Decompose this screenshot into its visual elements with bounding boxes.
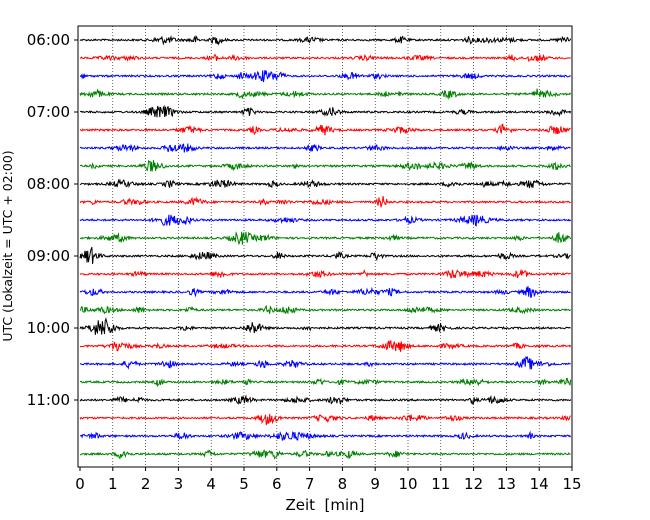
- trace-0930: [79, 286, 571, 299]
- y-tick-label: 10:00: [27, 319, 70, 337]
- trace-0630: [79, 70, 572, 83]
- seismogram-traces: [79, 35, 572, 460]
- y-axis-ticks: 06:00 07:00 08:00 09:00 10:00 11:00: [27, 31, 78, 409]
- trace-0615: [79, 53, 572, 62]
- x-tick-label: 7: [305, 475, 315, 493]
- trace-0815: [79, 195, 571, 208]
- trace-1045: [79, 377, 572, 388]
- x-tick-label: 6: [272, 475, 282, 493]
- trace-0700: [79, 104, 572, 118]
- y-tick-label: 07:00: [27, 103, 70, 121]
- y-axis-label: UTC (Lokalzeit = UTC + 02:00): [0, 150, 15, 341]
- x-tick-label: 4: [206, 475, 216, 493]
- trace-1130: [79, 430, 572, 441]
- y-tick-label: 08:00: [27, 175, 70, 193]
- x-tick-label: 8: [338, 475, 348, 493]
- trace-0830: [79, 214, 572, 227]
- trace-0945: [79, 304, 572, 315]
- trace-0800: [79, 178, 572, 189]
- x-tick-label: 2: [141, 475, 151, 493]
- x-tick-label: 9: [370, 475, 380, 493]
- trace-0730: [79, 143, 571, 153]
- x-tick-label: 15: [562, 475, 581, 493]
- y-tick-label: 09:00: [27, 247, 70, 265]
- x-tick-label: 5: [239, 475, 249, 493]
- trace-0845: [79, 231, 572, 246]
- x-axis-ticks: 0 1 2 3 4 5 6 7 8 9 10 11 12 13 14 15: [75, 467, 582, 493]
- trace-0600: [79, 35, 572, 46]
- trace-1100: [79, 394, 572, 405]
- x-tick-label: 10: [398, 475, 417, 493]
- x-tick-label: 12: [464, 475, 483, 493]
- trace-0745: [79, 159, 571, 172]
- trace-1030: [79, 355, 571, 370]
- trace-1145: [79, 449, 571, 460]
- x-axis-label: Zeit [min]: [285, 496, 364, 514]
- y-tick-label: 11:00: [27, 391, 70, 409]
- trace-1015: [79, 339, 572, 352]
- x-tick-label: 13: [497, 475, 516, 493]
- trace-0645: [79, 88, 572, 100]
- trace-0715: [79, 123, 571, 136]
- x-tick-label: 0: [75, 475, 85, 493]
- trace-0900: [79, 246, 571, 265]
- plot-frame: [77, 25, 573, 468]
- x-tick-label: 3: [174, 475, 184, 493]
- trace-1000: [79, 317, 571, 335]
- y-tick-label: 06:00: [27, 31, 70, 49]
- x-tick-label: 14: [530, 475, 549, 493]
- trace-0915: [79, 268, 572, 279]
- x-tick-label: 1: [108, 475, 118, 493]
- trace-1115: [79, 413, 571, 426]
- x-tick-label: 11: [431, 475, 450, 493]
